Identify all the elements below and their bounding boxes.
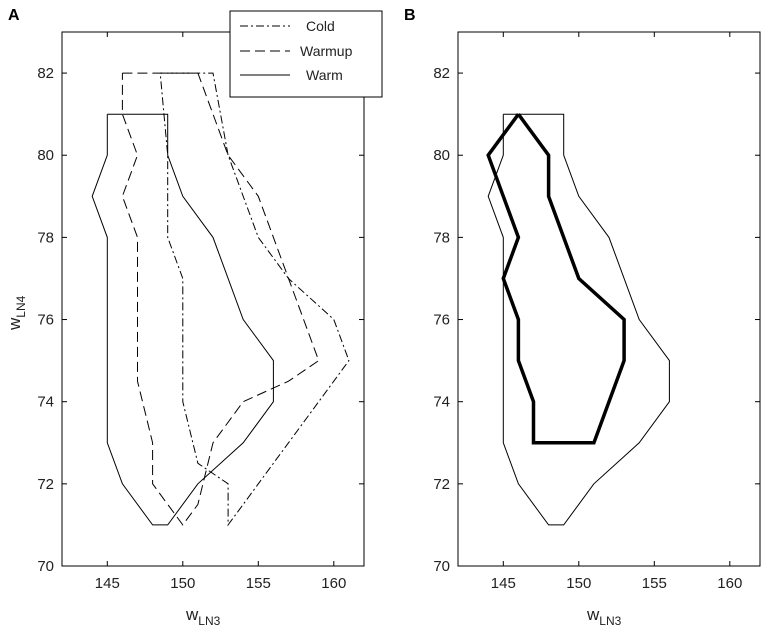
legend: Cold Warmup Warm [229, 10, 383, 98]
panel-a-x-tick-label: 145 [95, 575, 120, 592]
legend-label-warmup: Warmup [300, 43, 353, 59]
panel-b-x-tick-label: 150 [566, 575, 591, 592]
panel-letter-b: B [404, 7, 416, 24]
panel-a-x-label-main: w [185, 605, 199, 624]
panel-b-y-tick-label: 76 [433, 312, 450, 329]
legend-label-cold: Cold [306, 18, 335, 34]
panel-a-y-tick-label: 76 [37, 312, 54, 329]
panel-b-x-tick-label: 155 [642, 575, 667, 592]
legend-box [229, 10, 383, 98]
panel-b-x-label-main: w [586, 605, 600, 624]
panel-a-y-label-main: w [5, 317, 24, 331]
panel-b-y-tick-label: 72 [433, 476, 450, 493]
panel-a-x-tick-label: 160 [321, 575, 346, 592]
panel-b-axes-frame [457, 31, 761, 567]
panel-a-x-tick-label: 150 [170, 575, 195, 592]
panel-b-x-tick-label: 145 [491, 575, 516, 592]
panel-a-y-tick-label: 70 [37, 558, 54, 575]
panel-a-y-axis-label: wLN4 [5, 295, 28, 331]
panel-a-x-axis-label: wLN3 [185, 605, 221, 628]
panel-b-y-tick-label: 78 [433, 229, 450, 246]
panel-a-x-label-sub: LN3 [198, 614, 220, 628]
panel-a-y-tick-label: 74 [37, 394, 54, 411]
panel-a-series-cold [159, 72, 350, 527]
panel-b-plot: 145 150 155 160 70 72 74 76 78 80 82 [433, 31, 761, 592]
panel-b-y-tick-label: 74 [433, 394, 450, 411]
panel-a-y-tick-label: 80 [37, 147, 54, 164]
panel-a-y-tick-label: 78 [37, 229, 54, 246]
panel-b-y-tick-label: 70 [433, 558, 450, 575]
panel-b-series-contour-0 [487, 113, 670, 526]
panel-b-y-tick-label: 82 [433, 65, 450, 82]
panel-a-series-warm [91, 113, 274, 526]
panel-a-x-tick-label: 155 [246, 575, 271, 592]
panel-b-x-axis-label: wLN3 [586, 605, 622, 628]
legend-label-warm: Warm [306, 67, 343, 83]
panel-a-plot: 145 150 155 160 70 72 74 76 78 80 82 [37, 31, 365, 592]
panel-b-y-tick-label: 80 [433, 147, 450, 164]
panel-a-axes-frame [61, 31, 365, 567]
panel-a-y-tick-label: 82 [37, 65, 54, 82]
panel-letter-a: A [8, 7, 20, 24]
panel-b-series-contour-1 [486, 113, 626, 445]
panel-a-y-tick-label: 72 [37, 476, 54, 493]
panel-a-y-label-sub: LN4 [14, 295, 28, 317]
panel-b-x-tick-label: 160 [717, 575, 742, 592]
panel-a-series-warmup [121, 72, 320, 526]
panel-b-x-label-sub: LN3 [599, 614, 621, 628]
